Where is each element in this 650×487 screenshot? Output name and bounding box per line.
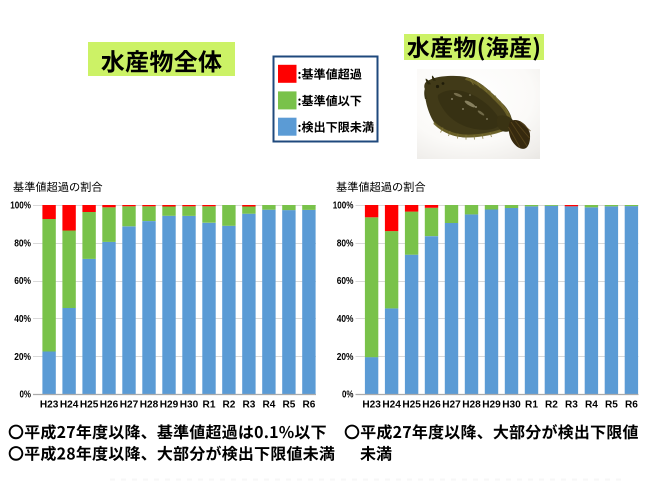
svg-text:20%: 20%: [14, 352, 31, 363]
svg-text:H29: H29: [160, 400, 179, 411]
svg-text:R1: R1: [203, 400, 216, 411]
svg-text:60%: 60%: [337, 276, 354, 287]
svg-text:R5: R5: [282, 400, 295, 411]
svg-text:R3: R3: [565, 400, 578, 411]
svg-text:R4: R4: [585, 400, 598, 411]
svg-text:H25: H25: [402, 400, 421, 411]
svg-text:40%: 40%: [14, 314, 31, 325]
svg-text:H28: H28: [462, 400, 481, 411]
svg-text:60%: 60%: [14, 276, 31, 287]
svg-text:H23: H23: [40, 400, 59, 411]
svg-text:H29: H29: [482, 400, 501, 411]
svg-text:0%: 0%: [342, 390, 354, 401]
svg-text:100%: 100%: [10, 201, 31, 212]
svg-text:H28: H28: [140, 400, 159, 411]
svg-text:H23: H23: [362, 400, 381, 411]
svg-text:80%: 80%: [14, 238, 31, 249]
svg-text:R3: R3: [242, 400, 255, 411]
svg-text:80%: 80%: [337, 238, 354, 249]
svg-text:100%: 100%: [333, 201, 354, 212]
svg-text:H27: H27: [442, 400, 461, 411]
svg-text:H26: H26: [100, 400, 119, 411]
svg-text:R4: R4: [262, 400, 275, 411]
svg-text:R6: R6: [625, 400, 638, 411]
svg-text:R2: R2: [222, 400, 235, 411]
svg-text:0%: 0%: [20, 390, 32, 401]
svg-text:R2: R2: [545, 400, 558, 411]
svg-text:R1: R1: [525, 400, 538, 411]
svg-text:H27: H27: [120, 400, 139, 411]
svg-text:H24: H24: [60, 400, 79, 411]
svg-text:H25: H25: [80, 400, 99, 411]
svg-text:40%: 40%: [337, 314, 354, 325]
svg-text:H30: H30: [502, 400, 521, 411]
svg-text:20%: 20%: [337, 352, 354, 363]
svg-text:R5: R5: [605, 400, 618, 411]
svg-text:H30: H30: [180, 400, 199, 411]
svg-text:R6: R6: [302, 400, 315, 411]
svg-text:H24: H24: [382, 400, 401, 411]
svg-text:H26: H26: [422, 400, 441, 411]
